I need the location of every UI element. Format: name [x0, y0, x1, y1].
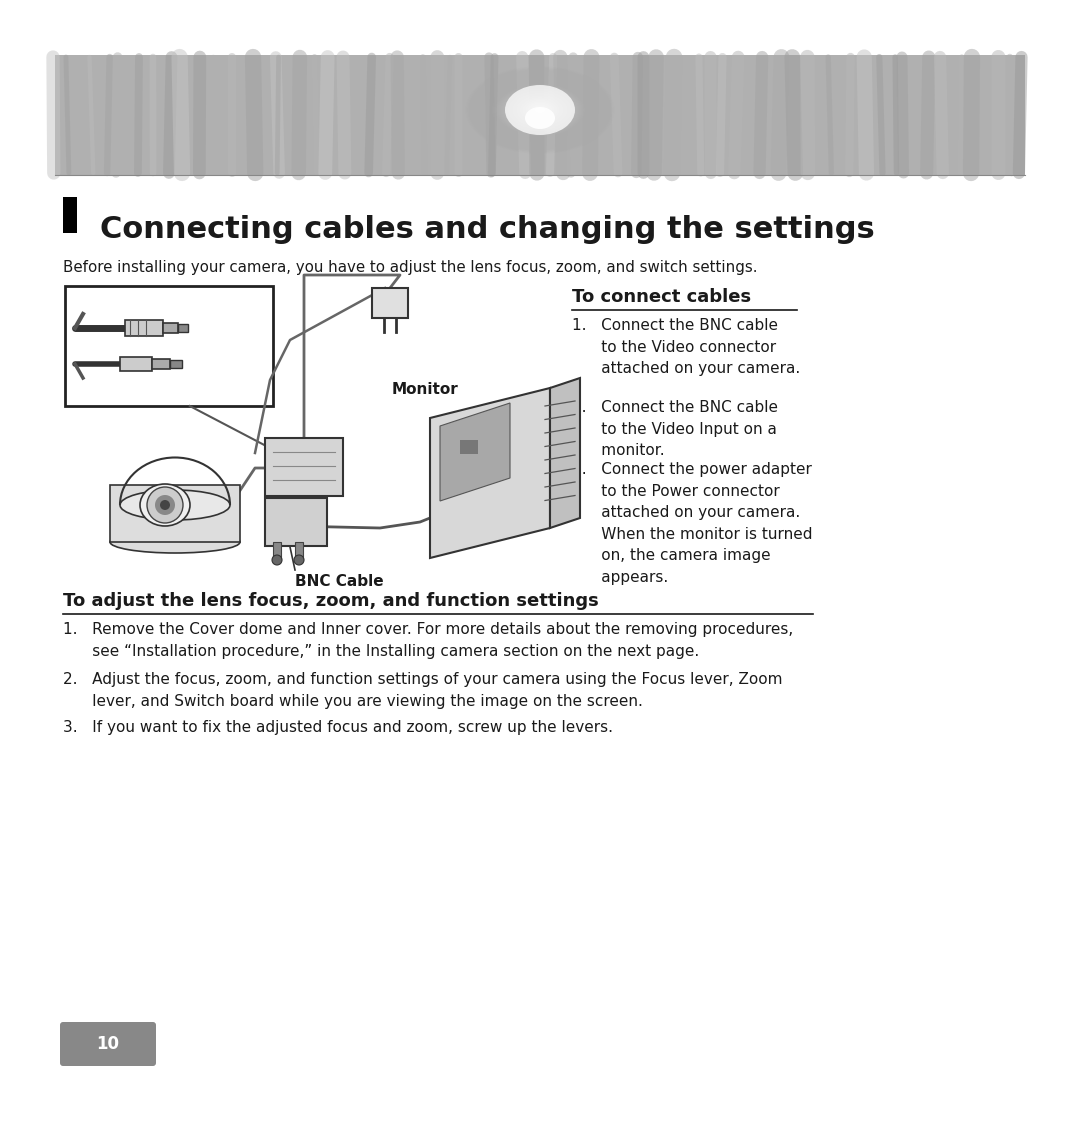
Bar — [372, 288, 408, 318]
Ellipse shape — [521, 98, 559, 122]
Bar — [170, 360, 183, 368]
Bar — [65, 286, 273, 406]
Ellipse shape — [530, 105, 550, 116]
Ellipse shape — [528, 102, 552, 117]
Bar — [265, 438, 343, 496]
Text: 2.   Connect the BNC cable
      to the Video Input on a
      monitor.: 2. Connect the BNC cable to the Video In… — [572, 400, 778, 458]
Text: BNC Cable: BNC Cable — [295, 574, 383, 590]
Bar — [55, 55, 1025, 176]
Ellipse shape — [522, 99, 558, 122]
Bar — [265, 498, 327, 546]
Ellipse shape — [140, 484, 190, 526]
Polygon shape — [550, 378, 580, 528]
Circle shape — [160, 500, 170, 510]
Bar — [163, 323, 178, 333]
Ellipse shape — [518, 97, 562, 123]
Text: 2.   Adjust the focus, zoom, and function settings of your camera using the Focu: 2. Adjust the focus, zoom, and function … — [63, 672, 783, 709]
Ellipse shape — [110, 531, 240, 554]
Bar — [460, 440, 478, 454]
Ellipse shape — [538, 109, 542, 111]
Text: 10: 10 — [96, 1035, 120, 1053]
Text: To connect cables: To connect cables — [572, 288, 751, 306]
Bar — [110, 485, 240, 542]
Bar — [295, 542, 303, 560]
Circle shape — [147, 487, 183, 523]
Ellipse shape — [523, 100, 557, 120]
Ellipse shape — [526, 101, 554, 118]
Ellipse shape — [535, 107, 545, 114]
Ellipse shape — [534, 106, 546, 114]
Text: Monitor: Monitor — [392, 382, 459, 397]
Ellipse shape — [539, 109, 541, 110]
Circle shape — [156, 495, 175, 515]
Ellipse shape — [519, 98, 561, 123]
Text: 3.   Connect the power adapter
      to the Power connector
      attached on yo: 3. Connect the power adapter to the Powe… — [572, 462, 812, 585]
Ellipse shape — [525, 101, 555, 119]
Ellipse shape — [524, 100, 556, 119]
Text: Before installing your camera, you have to adjust the lens focus, zoom, and swit: Before installing your camera, you have … — [63, 260, 757, 274]
Text: Connecting cables and changing the settings: Connecting cables and changing the setti… — [100, 215, 875, 244]
Ellipse shape — [525, 107, 555, 129]
Bar — [152, 359, 170, 369]
Ellipse shape — [120, 490, 230, 520]
Text: To adjust the lens focus, zoom, and function settings: To adjust the lens focus, zoom, and func… — [63, 592, 598, 610]
Bar — [178, 324, 188, 332]
Bar — [273, 542, 281, 560]
Ellipse shape — [529, 104, 551, 117]
Ellipse shape — [536, 107, 544, 112]
Bar — [125, 319, 163, 336]
Ellipse shape — [531, 105, 549, 115]
Ellipse shape — [505, 86, 575, 135]
Bar — [63, 197, 77, 233]
Polygon shape — [430, 388, 550, 558]
FancyBboxPatch shape — [60, 1022, 156, 1066]
Bar — [120, 357, 152, 371]
Circle shape — [272, 555, 282, 565]
Text: 3.   If you want to fix the adjusted focus and zoom, screw up the levers.: 3. If you want to fix the adjusted focus… — [63, 720, 613, 735]
Ellipse shape — [537, 108, 543, 112]
Circle shape — [294, 555, 303, 565]
Text: 1.   Remove the Cover dome and Inner cover. For more details about the removing : 1. Remove the Cover dome and Inner cover… — [63, 622, 793, 658]
Text: 1.   Connect the BNC cable
      to the Video connector
      attached on your c: 1. Connect the BNC cable to the Video co… — [572, 318, 800, 376]
Ellipse shape — [517, 97, 563, 124]
Polygon shape — [440, 403, 510, 501]
Ellipse shape — [532, 106, 548, 115]
Ellipse shape — [527, 102, 553, 118]
